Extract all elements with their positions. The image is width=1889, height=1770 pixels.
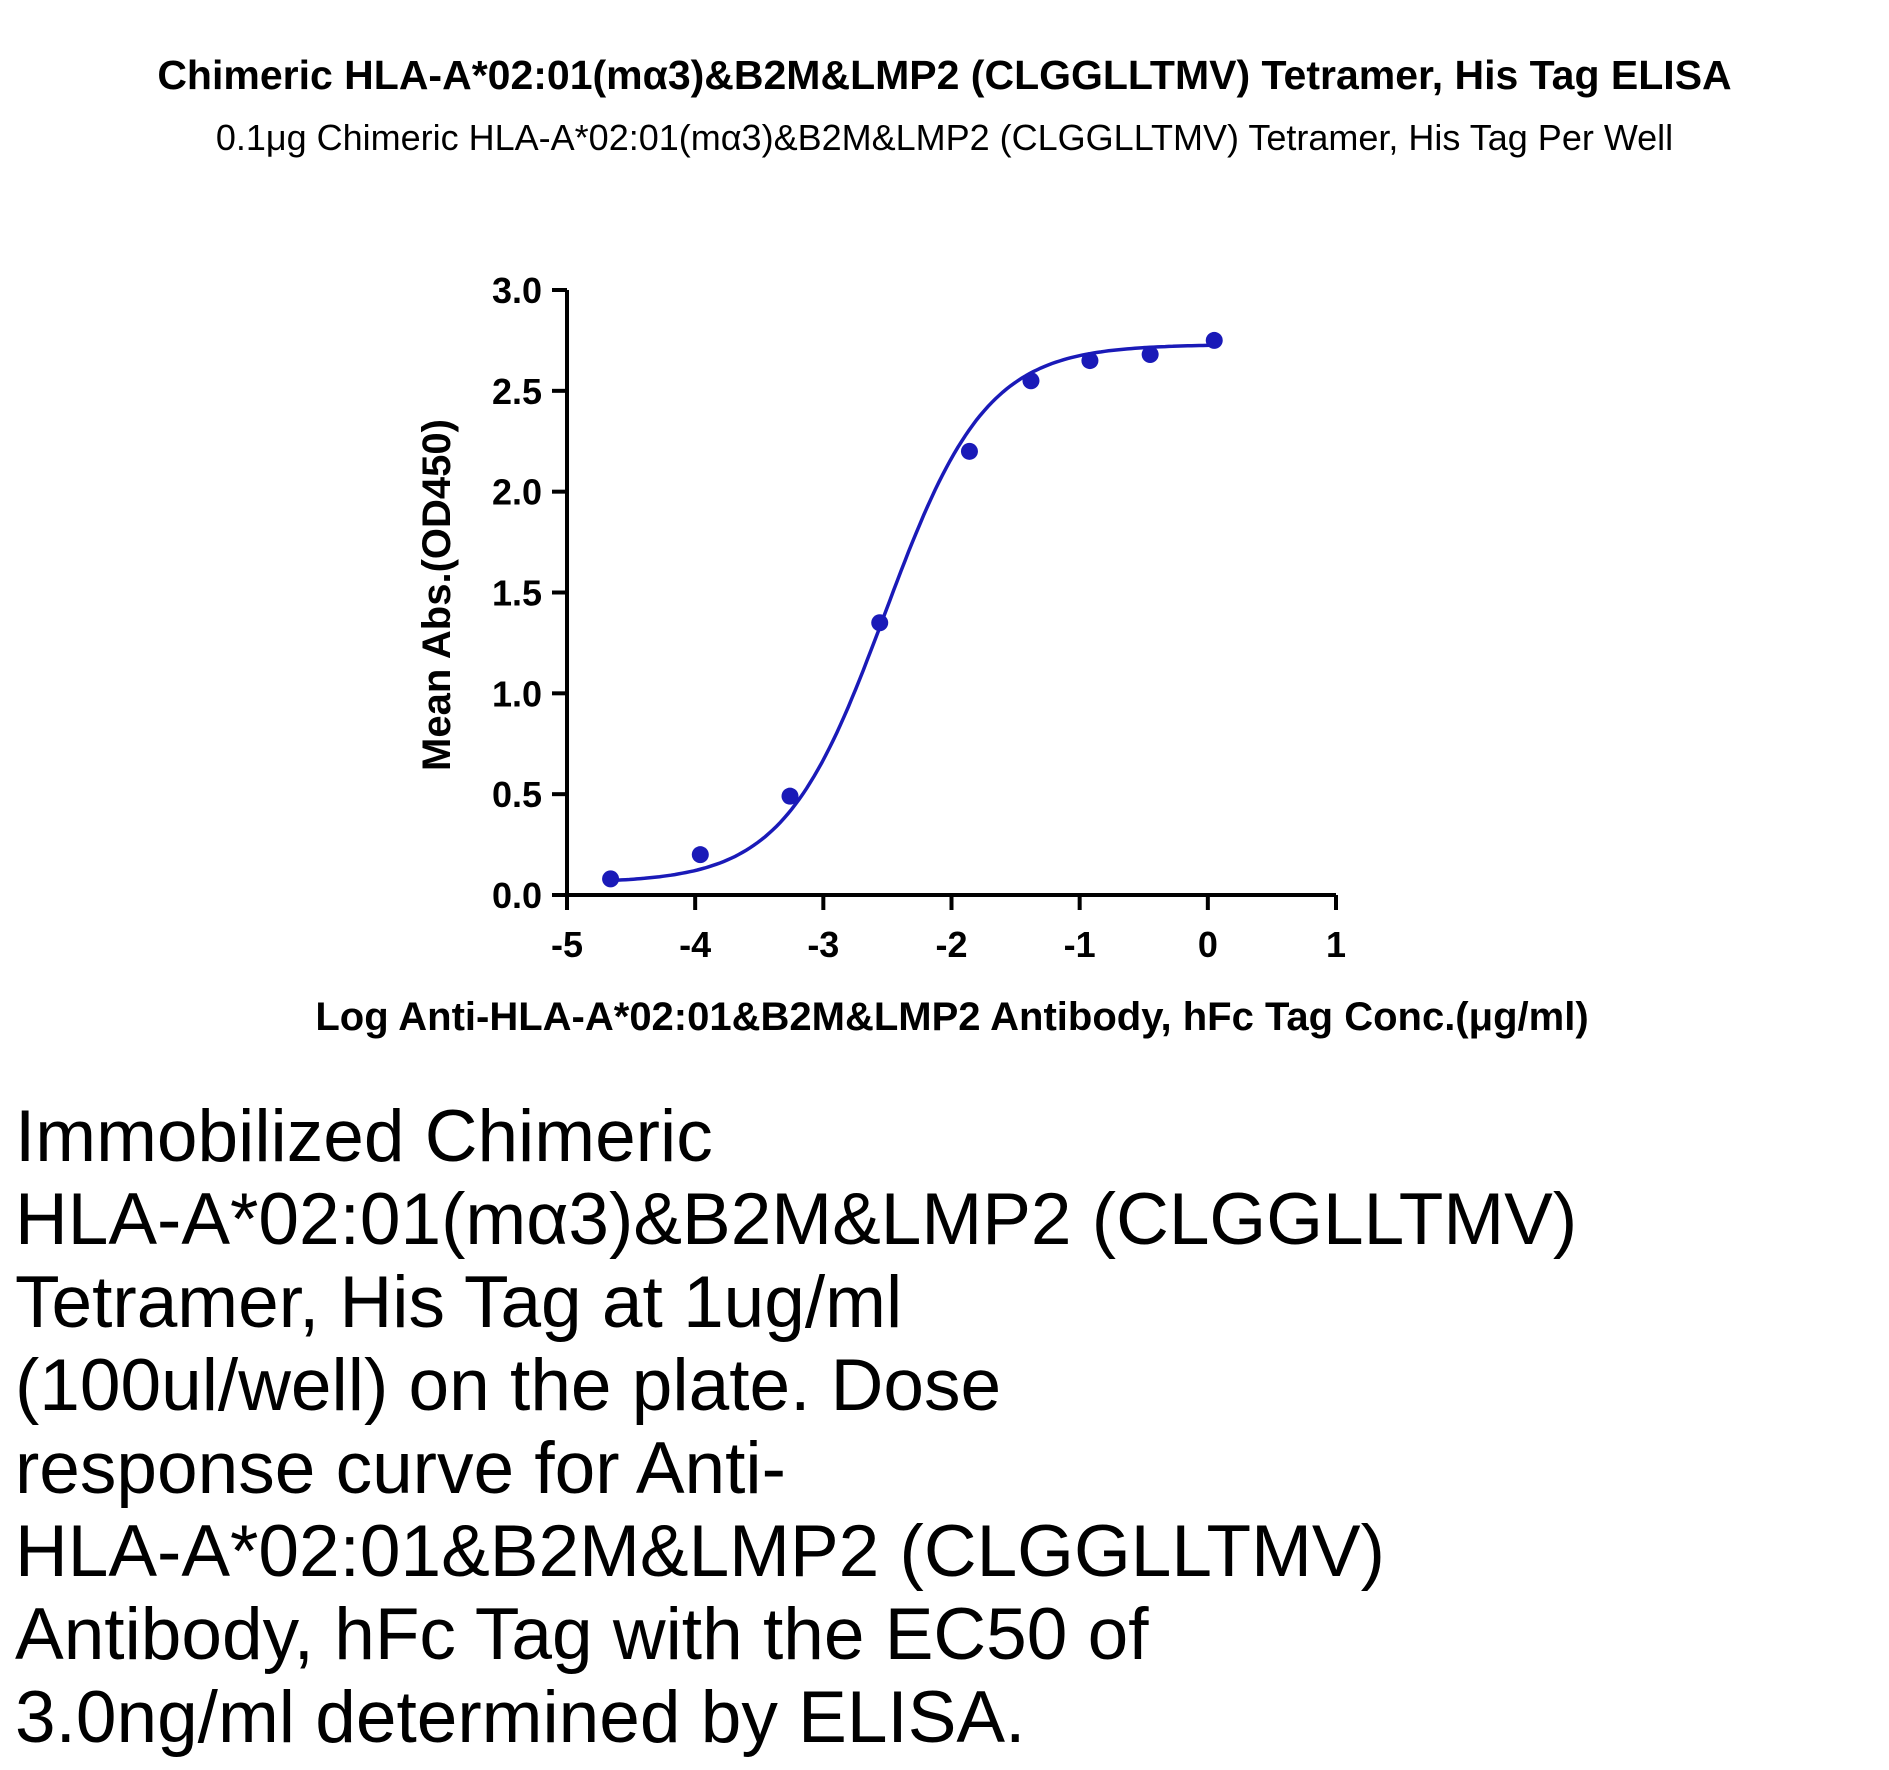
chart-axes: 0.0 0.5 1.0 1.5 2.0 2.5 3.0 -5 -4 -3 -2 -1 0 1 [492,270,1346,965]
data-point [691,846,709,864]
y-axis-label: Mean Abs.(OD450) [415,419,459,771]
x-axis-label: Log Anti-HLA-A*02:01&B2M&LMP2 Antibody, … [315,995,1588,1039]
figure-caption: Immobilized Chimeric HLA-A*02:01(mα3)&B2… [15,1096,1578,1758]
fit-curve [610,343,1215,883]
x-tick-label: -5 [551,924,583,965]
y-tick-label: 1.5 [492,573,542,614]
x-tick-label: -1 [1064,924,1096,965]
x-tick-label: 1 [1326,924,1346,965]
y-tick-label: 2.5 [492,371,542,412]
data-point [1081,352,1099,370]
y-tick-label: 0.0 [492,875,542,916]
y-tick-label: 2.0 [492,472,542,513]
chart-subtitle: 0.1μg Chimeric HLA-A*02:01(mα3)&B2M&LMP2… [215,117,1674,158]
data-points [602,331,1223,888]
elisa-chart: 0.0 0.5 1.0 1.5 2.0 2.5 3.0 -5 -4 -3 -2 -1 0 1 Log An… [315,270,1588,1039]
data-point [1205,331,1223,349]
y-tick-label: 0.5 [492,774,542,815]
data-point [1022,372,1040,390]
data-point [1141,346,1159,364]
y-tick-label: 1.0 [492,673,542,714]
x-tick-label: -2 [935,924,967,965]
data-point [871,614,889,632]
x-tick-label: 0 [1198,924,1218,965]
data-point [960,442,978,460]
data-point [602,870,620,888]
x-tick-label: -3 [807,924,839,965]
x-tick-label: -4 [679,924,711,965]
chart-title: Chimeric HLA-A*02:01(mα3)&B2M&LMP2 (CLGG… [157,52,1732,98]
y-tick-label: 3.0 [492,270,542,311]
data-point [781,787,799,805]
